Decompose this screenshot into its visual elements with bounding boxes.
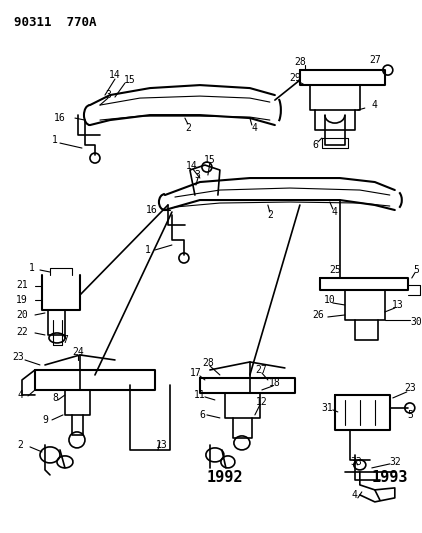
Text: 1992: 1992: [207, 471, 243, 486]
Text: 13: 13: [392, 300, 404, 310]
Text: 32: 32: [389, 457, 400, 467]
Text: 1: 1: [52, 135, 58, 145]
Text: 1: 1: [29, 263, 35, 273]
Text: 3: 3: [105, 90, 111, 100]
Text: 4: 4: [332, 207, 338, 217]
Text: 13: 13: [156, 440, 168, 450]
Text: 15: 15: [204, 155, 216, 165]
Text: 16: 16: [146, 205, 158, 215]
Text: 10: 10: [324, 295, 336, 305]
Text: 3: 3: [194, 170, 200, 180]
Text: 90311  770A: 90311 770A: [14, 15, 96, 29]
Text: 25: 25: [329, 265, 341, 275]
Text: 4: 4: [372, 100, 378, 110]
Text: 28: 28: [294, 57, 306, 67]
Text: 6: 6: [312, 140, 318, 150]
Text: 18: 18: [269, 378, 281, 388]
Text: 28: 28: [202, 358, 214, 368]
Text: 30: 30: [410, 317, 422, 327]
Text: 29: 29: [289, 73, 301, 83]
Text: 12: 12: [256, 397, 268, 407]
Text: 6: 6: [199, 410, 205, 420]
Text: 19: 19: [16, 295, 28, 305]
Text: 2: 2: [17, 440, 23, 450]
Text: 23: 23: [12, 352, 24, 362]
Text: 4: 4: [17, 390, 23, 400]
Text: 15: 15: [124, 75, 136, 85]
Text: 4: 4: [352, 490, 358, 500]
Text: 4: 4: [252, 123, 258, 133]
Text: 31: 31: [321, 403, 333, 413]
Text: 2: 2: [267, 210, 273, 220]
Text: 21: 21: [16, 280, 28, 290]
Text: 23: 23: [404, 383, 416, 393]
Text: 26: 26: [312, 310, 324, 320]
Text: 7: 7: [62, 335, 68, 345]
Text: 17: 17: [190, 368, 202, 378]
Text: 5: 5: [407, 410, 413, 420]
Text: 16: 16: [54, 113, 66, 123]
Text: 27: 27: [255, 365, 267, 375]
Text: 24: 24: [72, 347, 84, 357]
Text: 14: 14: [186, 161, 198, 171]
Text: 20: 20: [16, 310, 28, 320]
Text: 5: 5: [413, 265, 419, 275]
Text: 8: 8: [52, 393, 58, 403]
Text: 27: 27: [369, 55, 381, 65]
Text: 9: 9: [42, 415, 48, 425]
Text: 22: 22: [16, 327, 28, 337]
Text: 14: 14: [109, 70, 121, 80]
Text: 1993: 1993: [371, 471, 408, 486]
Text: 2: 2: [185, 123, 191, 133]
Text: 1: 1: [145, 245, 151, 255]
Text: 33: 33: [350, 457, 362, 467]
Text: 11: 11: [194, 390, 206, 400]
